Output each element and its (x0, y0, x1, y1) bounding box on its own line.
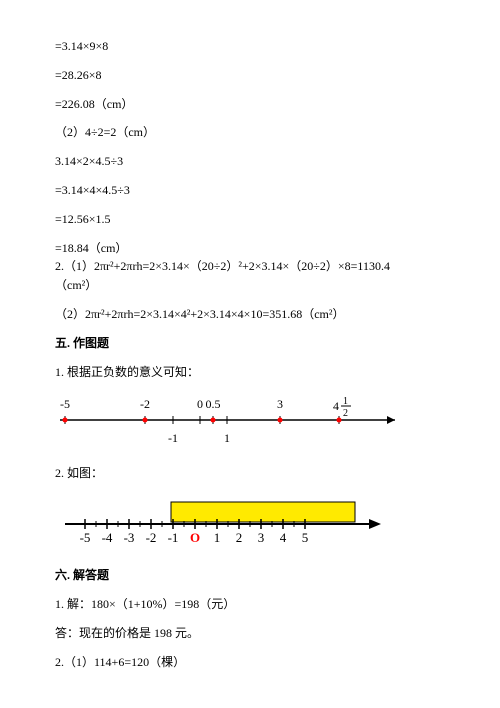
svg-text:-2: -2 (146, 530, 157, 545)
calc-line: =3.14×4×4.5÷3 (55, 182, 445, 199)
calc-line: =28.26×8 (55, 67, 445, 84)
svg-text:3: 3 (277, 397, 283, 411)
svg-text:1: 1 (343, 396, 348, 407)
sec5-q2: 2. 如图： (55, 465, 445, 482)
svg-text:-4: -4 (102, 530, 113, 545)
number-line-1: -5-2-100.513412 (55, 392, 445, 447)
svg-text:1: 1 (224, 431, 230, 445)
svg-text:1: 1 (214, 530, 221, 545)
svg-text:4: 4 (333, 399, 339, 413)
svg-text:O: O (190, 530, 200, 545)
svg-text:-1: -1 (168, 530, 179, 545)
calc-line: 2.（1）2πr²+2πrh=2×3.14×（20÷2）²+2×3.14×（20… (55, 258, 445, 275)
svg-text:-5: -5 (60, 397, 70, 411)
calc-line: =3.14×9×8 (55, 38, 445, 55)
svg-text:2: 2 (236, 530, 243, 545)
calc-line: =18.84（cm） (55, 240, 445, 257)
svg-text:-5: -5 (80, 530, 91, 545)
sec6-l1: 1. 解：180×（1+10%）=198（元） (55, 596, 445, 613)
svg-text:-2: -2 (140, 397, 150, 411)
svg-text:3: 3 (258, 530, 265, 545)
svg-text:2: 2 (343, 408, 348, 419)
calc-line: 3.14×2×4.5÷3 (55, 153, 445, 170)
sec6-l3: 2.（1）114+6=120（棵） (55, 654, 445, 671)
svg-text:0: 0 (197, 397, 203, 411)
sec6-l2: 答：现在的价格是 198 元。 (55, 625, 445, 642)
calc-line: =226.08（cm） (55, 96, 445, 113)
svg-text:-3: -3 (124, 530, 135, 545)
calc-line: （cm²） (55, 277, 445, 294)
section-6-title: 六. 解答题 (55, 567, 445, 584)
svg-text:-1: -1 (168, 431, 178, 445)
calc-line: =12.56×1.5 (55, 211, 445, 228)
sec5-q1: 1. 根据正负数的意义可知： (55, 364, 445, 381)
section-5-title: 五. 作图题 (55, 335, 445, 352)
svg-text:5: 5 (302, 530, 309, 545)
svg-text:0.5: 0.5 (206, 397, 221, 411)
calc-line: （2）2πr²+2πrh=2×3.14×4²+2×3.14×4×10=351.6… (55, 306, 445, 323)
svg-text:4: 4 (280, 530, 287, 545)
calc-line: （2）4÷2=2（cm） (55, 124, 445, 141)
number-line-2: -5 -4 -3 -2 -1 O12345 (55, 494, 445, 549)
